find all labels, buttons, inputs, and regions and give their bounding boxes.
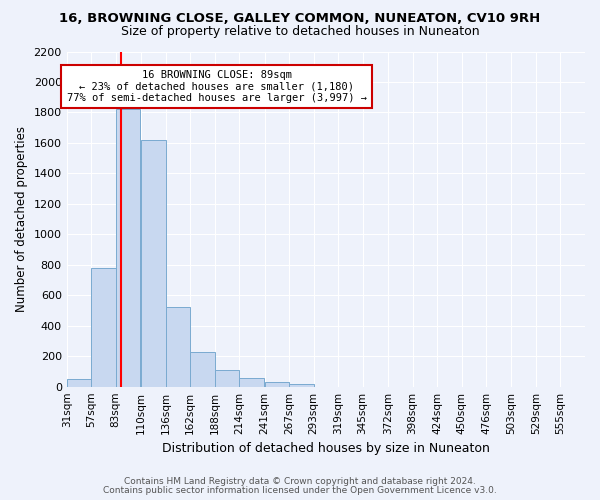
X-axis label: Distribution of detached houses by size in Nuneaton: Distribution of detached houses by size …: [162, 442, 490, 455]
Bar: [190, 352, 215, 386]
Bar: [166, 308, 190, 386]
Bar: [215, 370, 239, 386]
Text: Contains public sector information licensed under the Open Government Licence v3: Contains public sector information licen…: [103, 486, 497, 495]
Text: Size of property relative to detached houses in Nuneaton: Size of property relative to detached ho…: [121, 25, 479, 38]
Bar: [91, 268, 116, 386]
Text: 16 BROWNING CLOSE: 89sqm
← 23% of detached houses are smaller (1,180)
77% of sem: 16 BROWNING CLOSE: 89sqm ← 23% of detach…: [67, 70, 367, 103]
Bar: [239, 378, 263, 386]
Bar: [67, 379, 91, 386]
Bar: [265, 382, 289, 386]
Y-axis label: Number of detached properties: Number of detached properties: [15, 126, 28, 312]
Bar: [116, 110, 140, 386]
Bar: [141, 140, 166, 386]
Bar: [289, 384, 314, 386]
Text: 16, BROWNING CLOSE, GALLEY COMMON, NUNEATON, CV10 9RH: 16, BROWNING CLOSE, GALLEY COMMON, NUNEA…: [59, 12, 541, 26]
Text: Contains HM Land Registry data © Crown copyright and database right 2024.: Contains HM Land Registry data © Crown c…: [124, 477, 476, 486]
